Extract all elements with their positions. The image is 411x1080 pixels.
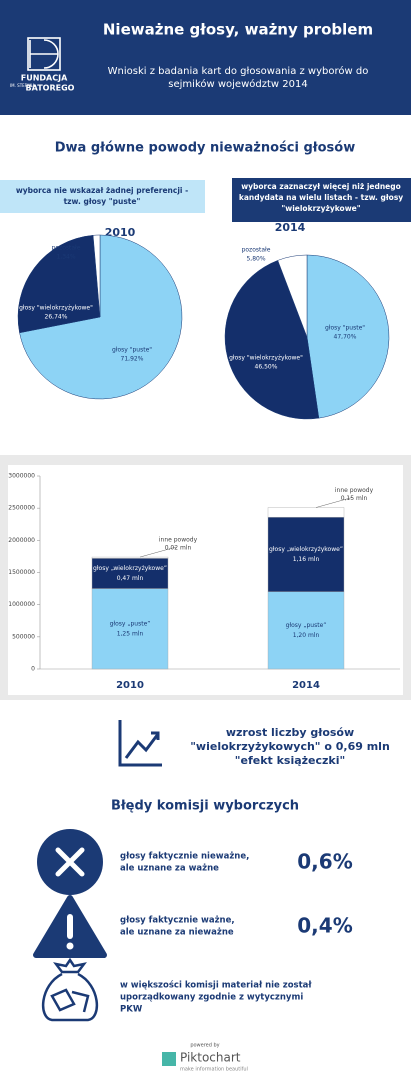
pie-label: głosy "wielokrzyżykowe" [19, 305, 93, 312]
pie-label: głosy "puste" [325, 325, 365, 332]
value-label: 1,16 mln [293, 556, 320, 563]
error-text: uporządkowany zgodnie z wytycznymi [120, 993, 303, 1003]
bar-segment [267, 516, 345, 593]
error-text: ale uznane za ważne [120, 864, 219, 874]
pie-title: 2014 [275, 221, 306, 234]
logo-mark [27, 37, 61, 71]
pie-value: 47,70% [334, 334, 357, 341]
error-text: w większości komisji materiał nie został [120, 980, 312, 991]
error-text: głosy faktycznie nieważne, [120, 852, 249, 862]
subtitle: Wnioski z badania kart do głosowania z w… [108, 65, 369, 77]
icon-bag [41, 957, 99, 1022]
bar-segment [267, 507, 345, 518]
y-tick-label: 3000000 [8, 473, 35, 480]
series-label: głosy „wielokrzyżykowe” [269, 546, 343, 553]
leader-line [139, 546, 177, 558]
pie-label: głosy "wielokrzyżykowe" [229, 355, 303, 362]
error-text: głosy faktycznie ważne, [120, 916, 235, 926]
error-value: 0,6% [297, 850, 352, 874]
leader-line [315, 497, 353, 508]
pie-slice [224, 260, 320, 420]
y-tick-label: 1000000 [8, 601, 35, 608]
box-text: "wielokrzyżykowe" [281, 204, 360, 213]
logo-text: BATOREGO [26, 84, 75, 93]
error-text: ale uznane za nieważne [120, 928, 234, 938]
growth-text: wzrost liczby głosów [226, 726, 354, 739]
pie-label: głosy "puste" [112, 347, 152, 354]
box-text: kandydata na wielu listach - tzw. głosy [239, 193, 403, 202]
pie-slice [306, 254, 390, 419]
tagline: make information beautiful [180, 1067, 248, 1073]
series-label: głosy „puste” [286, 622, 327, 629]
pie-value: 1,34% [56, 254, 75, 261]
value-label: 0,15 mln [341, 495, 368, 502]
heading: Błędy komisji wyborczych [111, 799, 299, 814]
growth-icon [118, 720, 162, 767]
series-label: głosy „wielokrzyżykowe” [93, 565, 167, 572]
y-tick-label: 2000000 [8, 537, 35, 544]
powered-by: powered by [190, 1043, 219, 1049]
series-label: głosy „puste” [110, 620, 151, 627]
pie-value: 26,74% [45, 314, 68, 321]
y-tick-label: 500000 [12, 633, 35, 640]
value-label: 1,25 mln [117, 630, 144, 637]
brand[interactable]: Piktochart [180, 1051, 241, 1065]
bar-segment [91, 556, 169, 559]
bar-segment [91, 558, 169, 589]
series-label: inne powody [335, 487, 374, 494]
logo-text: FUNDACJA [21, 74, 68, 83]
y-tick-label: 0 [31, 666, 35, 673]
header [0, 0, 411, 115]
logo-small: IM. STEFANA [10, 83, 35, 88]
y-tick-label: 1500000 [8, 569, 35, 576]
growth-text: "wielokrzyżykowych" o 0,69 mln [190, 740, 390, 753]
subtitle: sejmików województw 2014 [168, 78, 307, 90]
value-label: 1,20 mln [293, 632, 320, 639]
pie-slice [19, 234, 183, 400]
box-text: tzw. głosy "puste" [64, 197, 141, 206]
pie-label: pozostałe [52, 245, 81, 252]
icon-cross-mark [55, 847, 85, 877]
error-value: 0,4% [297, 914, 352, 938]
pie-slice [92, 234, 101, 318]
value-label: 0,02 mln [165, 545, 192, 552]
error-text: PKW [120, 1005, 143, 1015]
value-label: 0,47 mln [117, 575, 144, 582]
bar-segment [267, 591, 345, 670]
series-label: inne powody [159, 537, 198, 544]
icon-warning-dot [66, 942, 74, 950]
x-tick-label: 2010 [116, 680, 144, 691]
x-tick-label: 2014 [292, 680, 320, 691]
brand-logo [162, 1052, 176, 1066]
pie-slice [277, 254, 308, 338]
box [0, 180, 205, 213]
bar-segment [91, 588, 169, 670]
box-text: wyborca zaznaczył więcej niż jednego [241, 182, 401, 191]
box-text: wyborca nie wskazał żadnej preferencji - [16, 186, 188, 195]
box [232, 178, 411, 222]
pie-value: 5,80% [246, 256, 265, 263]
growth-text: "efekt książeczki" [235, 754, 346, 767]
pie-slice [17, 235, 101, 334]
pie-label: pozostałe [242, 247, 271, 254]
y-tick-label: 2500000 [8, 505, 35, 512]
pie-value: 46,50% [255, 364, 278, 371]
pie-value: 71,92% [121, 356, 144, 363]
heading: Dwa główne powody nieważności głosów [55, 141, 355, 156]
title: Nieważne głosy, ważny problem [103, 21, 373, 39]
